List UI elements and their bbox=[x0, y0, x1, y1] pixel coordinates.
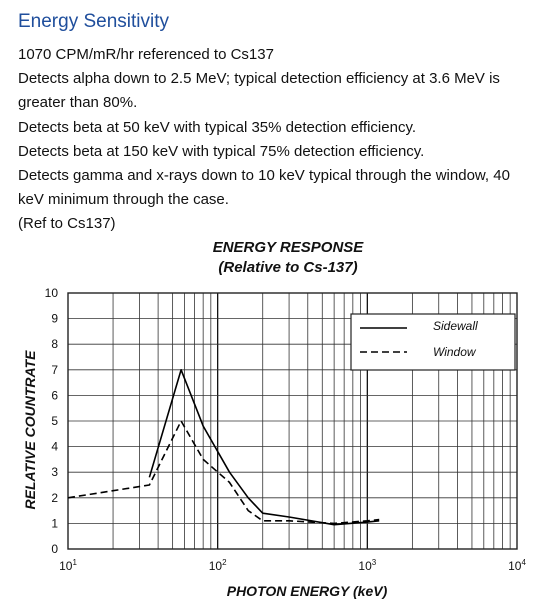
y-tick-label: 1 bbox=[51, 516, 58, 530]
x-tick-label: 102 bbox=[209, 558, 227, 573]
legend-sidewall-label: Sidewall bbox=[433, 319, 478, 333]
y-tick-label: 2 bbox=[51, 491, 58, 505]
x-tick-label: 103 bbox=[358, 558, 376, 573]
y-tick-label: 10 bbox=[45, 286, 59, 300]
y-tick-label: 4 bbox=[51, 440, 58, 454]
plot-frame bbox=[67, 292, 518, 550]
spec-line: Detects gamma and x-rays down to 10 keV … bbox=[18, 167, 510, 209]
legend-box bbox=[350, 313, 516, 371]
y-tick-label: 5 bbox=[51, 414, 58, 428]
y-tick-label: 0 bbox=[51, 542, 58, 556]
spec-line: 1070 CPM/mR/hr referenced to Cs137 bbox=[18, 46, 274, 63]
legend-window-label: Window bbox=[433, 345, 477, 359]
x-tick-labels: 101 102 103 104 bbox=[59, 558, 526, 573]
spec-line: Detects beta at 150 keV with typical 75%… bbox=[18, 142, 425, 160]
chart-title: ENERGY RESPONSE bbox=[213, 239, 365, 256]
y-tick-label: 6 bbox=[51, 388, 58, 402]
series-lines bbox=[67, 369, 380, 526]
x-tick-label: 104 bbox=[508, 558, 526, 573]
y-axis-label: RELATIVE COUNTRATE bbox=[22, 350, 38, 510]
x-tick-label: 101 bbox=[59, 558, 77, 573]
chart-subtitle: (Relative to Cs-137) bbox=[218, 259, 357, 276]
spec-line: Detects beta at 50 keV with typical 35% … bbox=[18, 118, 416, 136]
y-tick-label: 7 bbox=[51, 363, 58, 377]
series-window-line bbox=[67, 420, 380, 525]
y-tick-label: 3 bbox=[51, 465, 58, 479]
legend: Sidewall Window bbox=[350, 313, 516, 371]
spec-line: (Ref to Cs137) bbox=[18, 215, 116, 233]
section-heading: Energy Sensitivity bbox=[18, 11, 170, 32]
y-tick-label: 9 bbox=[51, 312, 58, 326]
grid bbox=[68, 293, 517, 549]
spec-text: 1070 CPM/mR/hr referenced to Cs137 Detec… bbox=[18, 43, 538, 237]
y-tick-label: 8 bbox=[51, 337, 58, 351]
y-tick-labels: 0 1 2 3 4 5 6 7 8 9 10 bbox=[45, 286, 59, 556]
x-axis-label: PHOTON ENERGY (keV) bbox=[227, 583, 388, 599]
series-sidewall-line bbox=[148, 369, 380, 526]
spec-line: Detects alpha down to 2.5 MeV; typical d… bbox=[18, 70, 500, 112]
